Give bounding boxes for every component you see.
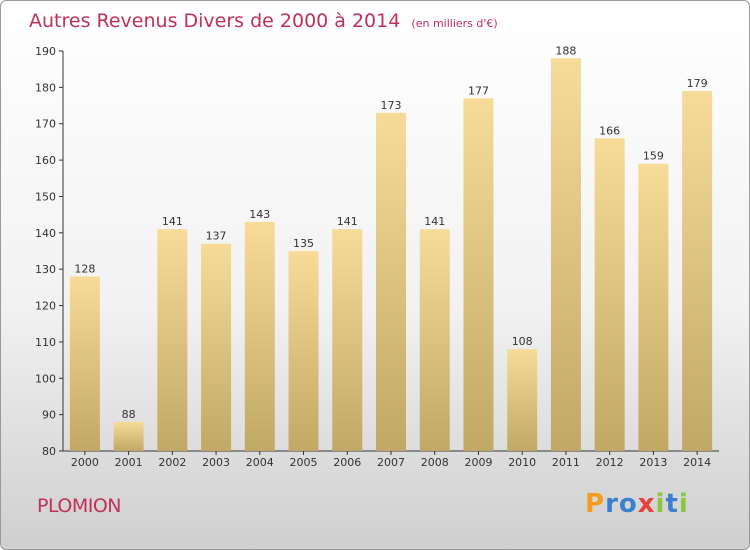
y-tick-label: 150 — [35, 190, 56, 203]
bar-value-label: 188 — [555, 44, 576, 57]
bar-value-label: 137 — [206, 230, 227, 243]
logo-letter: x — [637, 489, 656, 519]
proxiti-logo: Proxiti — [585, 489, 689, 519]
y-tick-label: 160 — [35, 154, 56, 167]
x-tick-label: 2013 — [639, 456, 667, 469]
bar-value-label: 159 — [643, 150, 664, 163]
x-tick-label: 2007 — [377, 456, 405, 469]
bar — [157, 229, 188, 451]
bar-value-label: 141 — [162, 215, 183, 228]
x-tick-label: 2011 — [552, 456, 580, 469]
bar — [288, 251, 319, 451]
logo-letter: i — [678, 489, 689, 519]
chart-title-main: Autres Revenus Divers de 2000 à 2014 — [29, 10, 401, 32]
bar — [419, 229, 450, 451]
x-tick-label: 2004 — [246, 456, 274, 469]
y-tick-label: 100 — [35, 372, 56, 385]
y-tick-label: 170 — [35, 118, 56, 131]
y-tick-label: 130 — [35, 263, 56, 276]
y-tick-label: 140 — [35, 227, 56, 240]
logo-letter: i — [655, 489, 666, 519]
chart-title: Autres Revenus Divers de 2000 à 2014 (en… — [29, 10, 498, 32]
town-name: PLOMION — [37, 495, 122, 517]
bar-value-label: 108 — [512, 335, 533, 348]
y-axis: 80 90 100 110 120 130 140 150 160 170 180 190 — [35, 45, 64, 458]
bar — [332, 229, 363, 451]
bar — [113, 421, 144, 451]
x-tick-label: 2014 — [683, 456, 711, 469]
x-tick-label: 2001 — [115, 456, 143, 469]
y-tick-label: 80 — [42, 445, 56, 458]
bar — [376, 112, 406, 452]
bar-value-label: 135 — [293, 237, 314, 250]
x-tick-label: 2012 — [596, 456, 624, 469]
y-tick-label: 110 — [35, 336, 56, 349]
bar-value-label: 141 — [424, 215, 445, 228]
bar-value-label: 179 — [687, 77, 708, 90]
y-tick-label: 180 — [35, 81, 56, 94]
bar-value-label: 177 — [468, 84, 489, 97]
x-tick-label: 2002 — [158, 456, 186, 469]
bar — [550, 58, 581, 451]
bar — [638, 163, 669, 451]
x-tick-label: 2009 — [464, 456, 492, 469]
bar-value-label: 143 — [249, 208, 270, 221]
bar — [201, 243, 232, 451]
logo-letter: o — [618, 489, 638, 519]
chart-title-unit: (en milliers d'€) — [411, 17, 498, 30]
bar-value-label: 166 — [599, 124, 620, 137]
y-tick-label: 90 — [42, 409, 56, 422]
bar — [507, 349, 538, 451]
y-tick-label: 120 — [35, 300, 56, 313]
bar-value-label: 88 — [122, 408, 136, 421]
bar — [594, 138, 625, 452]
x-tick-label: 2006 — [333, 456, 361, 469]
bar-value-label: 141 — [337, 215, 358, 228]
x-tick-label: 2005 — [290, 456, 318, 469]
x-tick-label: 2010 — [508, 456, 536, 469]
y-tick-label: 190 — [35, 45, 56, 58]
x-tick-label: 2008 — [421, 456, 449, 469]
bar — [244, 221, 275, 451]
bar — [69, 276, 100, 451]
bars: 128 88 141 137 143 135 141 173 141 177 108 188 166 15… — [69, 44, 713, 452]
logo-letter: t — [665, 489, 679, 519]
logo-letter: P — [585, 489, 606, 519]
x-tick-label: 2000 — [71, 456, 99, 469]
x-axis: 2000 2001 2002 2003 2004 2005 2006 2007 2008 2009… — [63, 450, 719, 469]
bar-value-label: 173 — [381, 99, 402, 112]
bar — [463, 98, 494, 451]
logo-letter: r — [605, 489, 619, 519]
bar — [682, 91, 713, 451]
bar-value-label: 128 — [74, 262, 95, 275]
x-tick-label: 2003 — [202, 456, 230, 469]
